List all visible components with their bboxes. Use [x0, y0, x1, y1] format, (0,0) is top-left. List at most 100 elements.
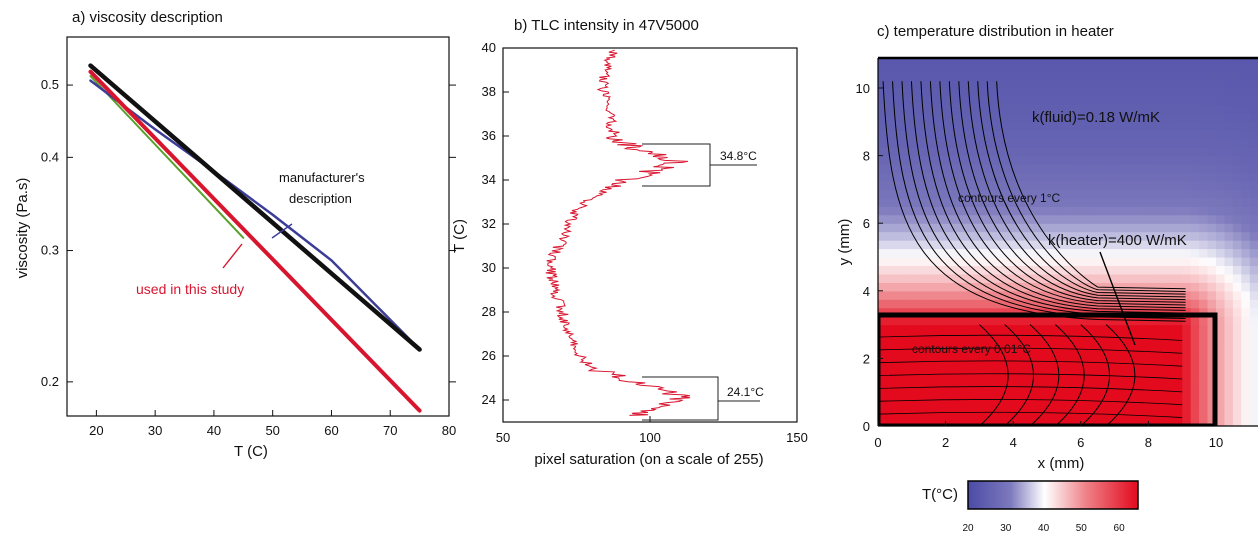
- heatmap-cell: [937, 265, 947, 275]
- heatmap-cell: [1097, 96, 1107, 106]
- heatmap-cell: [1021, 290, 1031, 300]
- heatmap-cell: [878, 282, 887, 292]
- heatmap-cell: [962, 206, 972, 216]
- heatmap-cell: [1156, 164, 1166, 174]
- heatmap-cell: [996, 417, 1006, 426]
- heatmap-cell: [1156, 79, 1166, 89]
- heatmap-cell: [1249, 88, 1258, 97]
- heatmap-cell: [1148, 290, 1158, 300]
- heatmap-cell: [954, 341, 963, 351]
- heatmap-cell: [1232, 223, 1242, 233]
- fluid-contour-line: [910, 81, 1186, 314]
- heatmap-cell: [1047, 400, 1056, 410]
- heatmap-cell: [979, 58, 989, 64]
- heatmap-cell: [920, 130, 930, 140]
- heatmap-cell: [1080, 79, 1090, 89]
- heatmap-cell: [1241, 172, 1251, 182]
- heatmap-cell: [1055, 58, 1065, 64]
- heatmap-cell: [1021, 88, 1031, 97]
- heatmap-cell: [1216, 290, 1225, 300]
- heatmap-cell: [878, 164, 887, 174]
- heatmap-cell: [1249, 333, 1258, 343]
- heatmap-cell: [1232, 130, 1242, 140]
- heatmap-cell: [1232, 214, 1242, 224]
- heatmap-cell: [1140, 333, 1149, 343]
- heatmap-cell: [937, 417, 947, 426]
- heatmap-cell: [911, 138, 921, 148]
- heatmap-cell: [878, 58, 887, 64]
- heatmap-cell: [1207, 62, 1217, 72]
- heatmap-cell: [1097, 71, 1107, 81]
- heatmap-cell: [954, 88, 963, 97]
- heatmap-cell: [1030, 181, 1040, 190]
- heatmap-cell: [979, 400, 989, 410]
- heatmap-cell: [1072, 138, 1082, 148]
- heatmap-cell: [1140, 341, 1149, 351]
- heatmap-cell: [945, 375, 955, 385]
- heatmap-cell: [1232, 265, 1242, 275]
- heatmap-cell: [1030, 189, 1040, 199]
- heatmap-cell: [1004, 96, 1014, 106]
- heatmap-cell: [1199, 273, 1209, 283]
- heatmap-cell: [1047, 113, 1056, 123]
- heatmap-cell: [894, 79, 904, 89]
- heatmap-cell: [962, 375, 972, 385]
- heatmap-cell: [1030, 113, 1040, 123]
- heatmap-cell: [920, 349, 930, 359]
- c-x-tick-label: 8: [1145, 435, 1152, 450]
- heatmap-cell: [911, 349, 921, 359]
- heatmap-cell: [1207, 290, 1217, 300]
- heatmap-cell: [928, 290, 938, 300]
- heatmap-cell: [920, 172, 930, 182]
- heatmap-cell: [911, 324, 921, 334]
- heatmap-cell: [1216, 400, 1225, 410]
- colorbar-ticks: 20 30 40 50 60: [962, 523, 1125, 534]
- heatmap-cell: [928, 240, 938, 250]
- heatmap-cell: [971, 392, 980, 402]
- heatmap-cell: [1249, 214, 1258, 224]
- heatmap-cell: [1063, 299, 1073, 309]
- heatmap-cell: [1106, 214, 1116, 224]
- heatmap-cell: [1140, 383, 1149, 393]
- heatmap-cell: [1021, 181, 1031, 190]
- heatmap-cell: [1165, 231, 1175, 241]
- heatmap-cell: [886, 121, 896, 131]
- heatmap-cell: [971, 181, 980, 190]
- heatmap-cell: [911, 104, 921, 114]
- heatmap-cell: [1232, 240, 1242, 250]
- heatmap-cell: [1038, 231, 1048, 241]
- heatmap-cell: [1199, 375, 1209, 385]
- heatmap-cell: [1173, 307, 1183, 317]
- heatmap-cell: [1089, 121, 1099, 131]
- heatmap-cell: [1131, 172, 1141, 182]
- heatmap-cell: [987, 88, 997, 97]
- heatmap-cell: [962, 62, 972, 72]
- heatmap-cell: [1047, 290, 1056, 300]
- heatmap-cell: [1089, 341, 1099, 351]
- heatmap-cell: [1021, 172, 1031, 182]
- heatmap-cell: [1224, 341, 1234, 351]
- heater-contour-line: [878, 347, 1183, 354]
- heatmap-cell: [937, 62, 947, 72]
- heatmap-cell: [1165, 104, 1175, 114]
- heatmap-cell: [1038, 172, 1048, 182]
- heatmap-cell: [1097, 62, 1107, 72]
- heatmap-cell: [1241, 240, 1251, 250]
- heatmap-cell: [1232, 392, 1242, 402]
- heatmap-cell: [1232, 197, 1242, 207]
- heatmap-cell: [945, 265, 955, 275]
- heatmap-cell: [979, 71, 989, 81]
- heatmap-cell: [1021, 375, 1031, 385]
- heatmap-cell: [1080, 307, 1090, 317]
- heatmap-cell: [1249, 316, 1258, 326]
- heatmap-cell: [996, 282, 1006, 292]
- heatmap-cell: [911, 248, 921, 258]
- heatmap-cell: [903, 62, 913, 72]
- heatmap-cell: [1047, 324, 1056, 334]
- heatmap-cell: [987, 104, 997, 114]
- heatmap-cell: [878, 62, 887, 72]
- heatmap-cell: [1030, 383, 1040, 393]
- heatmap-cell: [1123, 138, 1132, 148]
- colorbar-tick-label: 40: [1038, 523, 1050, 534]
- heatmap-cell: [1089, 147, 1099, 157]
